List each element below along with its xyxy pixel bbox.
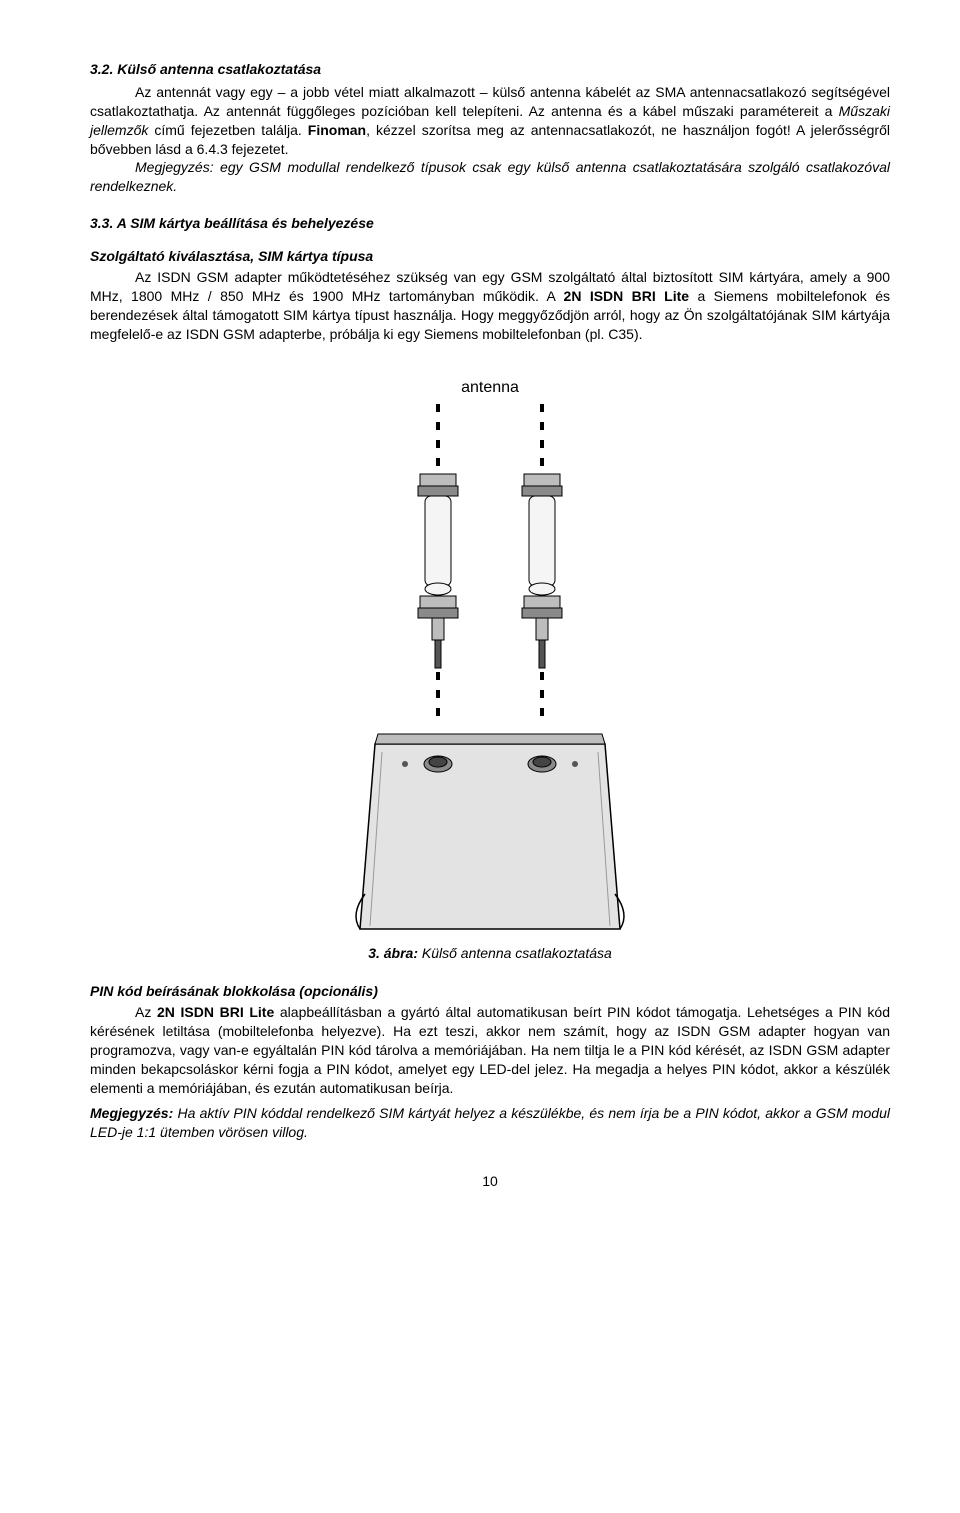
dashed-leaders bbox=[438, 404, 542, 474]
antenna-diagram-svg: antenna bbox=[320, 374, 660, 934]
text-span: című fejezetben találja. bbox=[148, 122, 307, 138]
section-3-2-paragraph: Az antennát vagy egy – a jobb vétel miat… bbox=[90, 83, 890, 196]
note-line: Megjegyzés: egy GSM modullal rendelkező … bbox=[90, 159, 890, 194]
sub-heading-pin: PIN kód beírásának blokkolása (opcionáli… bbox=[90, 982, 890, 1001]
svg-label-antenna: antenna bbox=[461, 379, 519, 396]
sub1-paragraph: Az ISDN GSM adapter működtetéséhez szüks… bbox=[90, 268, 890, 344]
note2-text: Ha aktív PIN kóddal rendelkező SIM kárty… bbox=[90, 1105, 890, 1140]
connector-right bbox=[522, 474, 562, 668]
text-span-bold: 2N ISDN BRI Lite bbox=[564, 288, 690, 304]
figure-caption-number: 3. ábra: bbox=[368, 945, 418, 961]
device-box bbox=[356, 734, 624, 929]
sub2-paragraph: Az 2N ISDN BRI Lite alapbeállításban a g… bbox=[90, 1003, 890, 1097]
sub-heading-provider: Szolgáltató kiválasztása, SIM kártya típ… bbox=[90, 247, 890, 266]
figure-caption: 3. ábra: Külső antenna csatlakoztatása bbox=[90, 944, 890, 963]
dashed-lower bbox=[438, 672, 542, 724]
note-label: Megjegyzés bbox=[135, 159, 210, 175]
connector-left bbox=[418, 474, 458, 668]
section-3-3-heading: 3.3. A SIM kártya beállítása és behelyez… bbox=[90, 214, 890, 233]
text-span: Az bbox=[135, 1004, 157, 1020]
page-number: 10 bbox=[90, 1172, 890, 1191]
figure-caption-text: Külső antenna csatlakoztatása bbox=[418, 945, 612, 961]
note-text: : egy GSM modullal rendelkező típusok cs… bbox=[90, 159, 890, 194]
figure-antenna: antenna bbox=[90, 374, 890, 963]
text-span-bold: Finoman bbox=[308, 122, 366, 138]
note2-label: Megjegyzés: bbox=[90, 1105, 173, 1121]
text-span: Az antennát vagy egy – a jobb vétel miat… bbox=[90, 84, 890, 119]
section-3-2-heading: 3.2. Külső antenna csatlakoztatása bbox=[90, 60, 890, 79]
text-span-bold: 2N ISDN BRI Lite bbox=[157, 1004, 274, 1020]
note2-paragraph: Megjegyzés: Ha aktív PIN kóddal rendelke… bbox=[90, 1104, 890, 1142]
